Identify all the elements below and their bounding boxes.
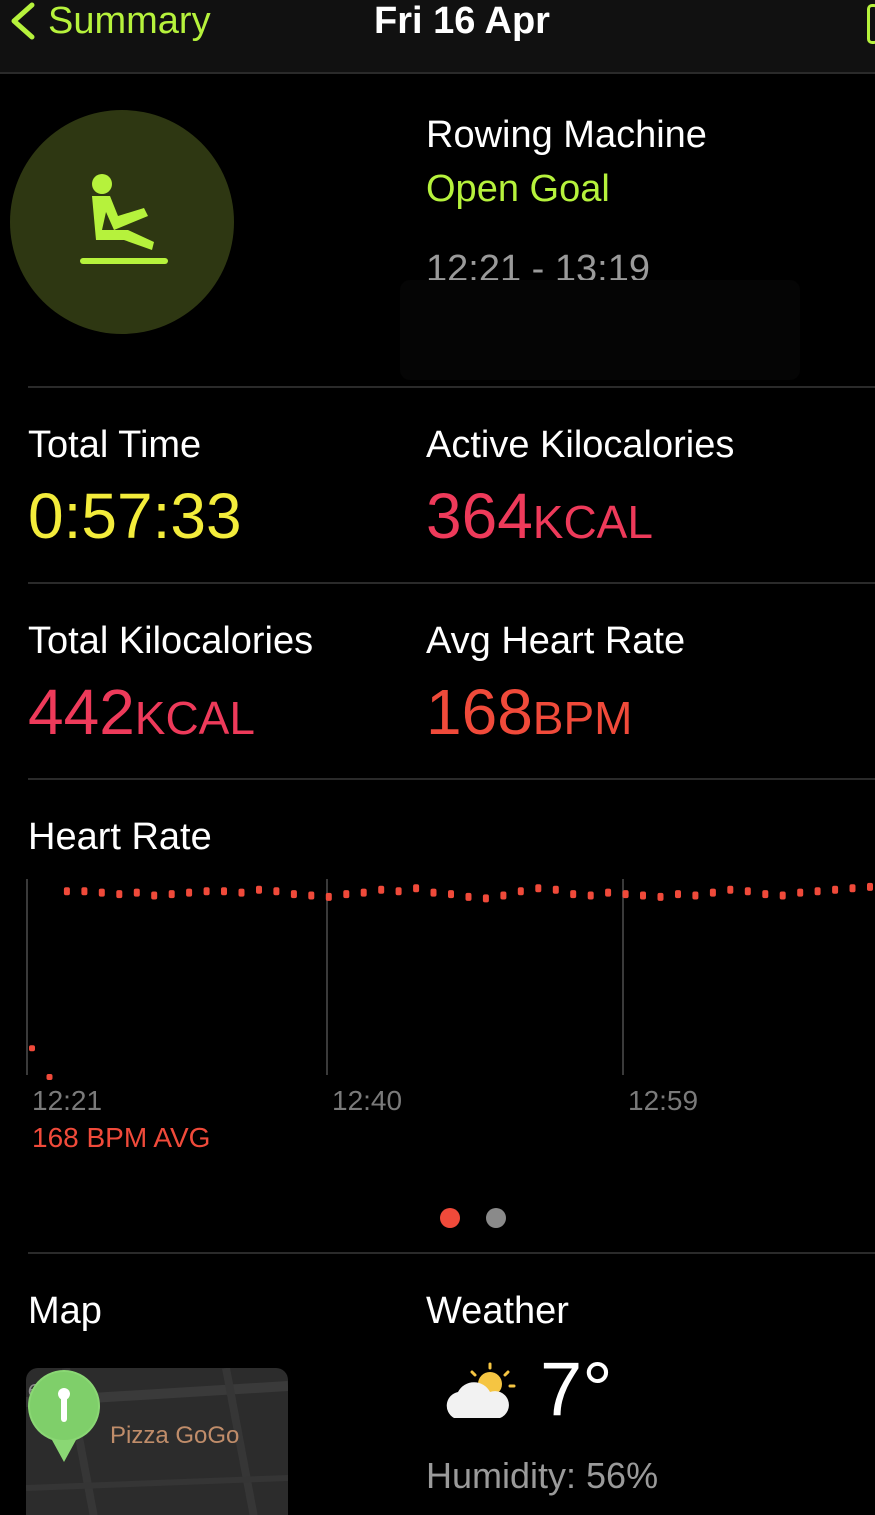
heart-rate-point <box>63 887 70 896</box>
page-indicator[interactable] <box>440 1208 506 1228</box>
heart-rate-point <box>325 892 332 901</box>
heart-rate-point <box>797 888 804 897</box>
back-button-label: Summary <box>48 0 211 42</box>
heart-rate-points <box>29 882 873 1080</box>
heart-rate-point <box>867 882 873 891</box>
divider <box>28 582 875 584</box>
heart-rate-point <box>517 887 524 896</box>
heart-rate-point <box>675 890 681 899</box>
avg-hr-value: 168 <box>426 676 533 748</box>
heart-rate-point <box>256 885 262 894</box>
heart-rate-point <box>430 888 437 897</box>
heart-rate-point <box>587 891 594 900</box>
heart-rate-point <box>640 891 646 900</box>
workout-type-badge <box>10 110 234 334</box>
heart-rate-point <box>290 890 297 899</box>
heart-rate-point <box>395 887 402 896</box>
total-kcal-value: 442 <box>28 676 135 748</box>
weather-title: Weather <box>426 1290 569 1332</box>
heart-rate-point <box>29 1045 35 1052</box>
workout-name: Rowing Machine <box>426 114 707 156</box>
heart-rate-point <box>133 888 140 897</box>
heart-rate-point <box>814 887 821 896</box>
metric-label-avg-hr: Avg Heart Rate <box>426 620 686 662</box>
chart-tick-label: 12:21 <box>32 1085 103 1116</box>
metric-value-active-kcal: 364KCAL <box>426 484 653 548</box>
heart-rate-point <box>221 887 227 896</box>
metric-label-total-kcal: Total Kilocalories <box>28 620 314 662</box>
weather-temperature: 7° <box>540 1347 613 1432</box>
avg-hr-unit: BPM <box>532 692 633 744</box>
heart-rate-point <box>727 885 734 894</box>
active-kcal-value: 364 <box>426 480 533 552</box>
active-kcal-unit: KCAL <box>532 496 653 548</box>
heart-rate-point <box>779 891 786 900</box>
heart-rate-point <box>116 890 123 899</box>
heart-rate-point <box>151 891 158 900</box>
heart-rate-point <box>343 890 350 899</box>
heart-rate-point <box>709 888 716 897</box>
heart-rate-point <box>203 887 210 896</box>
back-button[interactable]: Summary <box>6 0 211 46</box>
heart-rate-point <box>832 885 839 894</box>
heart-rate-point <box>570 890 577 899</box>
heart-rate-point <box>98 888 105 897</box>
redacted-area <box>400 280 800 380</box>
page-dot-active[interactable] <box>440 1208 460 1228</box>
heart-rate-point <box>622 890 629 899</box>
map-thumbnail[interactable]: e St Pizza GoGo <box>26 1368 288 1515</box>
heart-rate-point <box>465 892 472 901</box>
weather-humidity: Humidity: 56% <box>426 1455 659 1496</box>
heart-rate-title: Heart Rate <box>28 816 212 858</box>
divider <box>28 386 875 388</box>
partly-sunny-icon <box>446 1362 516 1418</box>
heart-rate-point <box>692 891 699 900</box>
heart-rate-chart[interactable] <box>20 865 875 1090</box>
page-dot[interactable] <box>486 1208 506 1228</box>
metric-value-avg-hr: 168BPM <box>426 680 632 744</box>
share-icon[interactable] <box>867 4 875 44</box>
metric-value-total-time: 0:57:33 <box>28 484 242 548</box>
divider <box>28 778 875 780</box>
chart-tick-label: 12:59 <box>628 1085 699 1116</box>
chevron-left-icon <box>11 2 35 40</box>
chart-tick-label: 12:40 <box>332 1085 403 1116</box>
map-pin-icon <box>28 1370 101 1462</box>
rowing-icon <box>80 174 168 264</box>
metric-label-total-time: Total Time <box>28 424 202 466</box>
heart-rate-point <box>360 888 367 897</box>
heart-rate-point <box>413 884 420 893</box>
metric-label-active-kcal: Active Kilocalories <box>426 424 735 466</box>
heart-rate-average: 168 BPM AVG <box>32 1122 211 1153</box>
heart-rate-point <box>168 890 175 899</box>
heart-rate-point <box>273 887 280 896</box>
heart-rate-point <box>535 884 542 893</box>
heart-rate-point <box>744 887 751 896</box>
heart-rate-point <box>308 891 315 900</box>
heart-rate-point <box>238 888 245 897</box>
heart-rate-point <box>500 891 507 900</box>
map-place-label: Pizza GoGo <box>110 1422 240 1449</box>
divider <box>28 1252 875 1254</box>
heart-rate-point <box>482 894 489 903</box>
heart-rate-point <box>762 890 769 899</box>
heart-rate-point <box>552 885 559 894</box>
heart-rate-point <box>186 888 193 897</box>
heart-rate-point <box>657 892 664 901</box>
heart-rate-point <box>378 885 385 894</box>
navigation-bar: Summary Fri 16 Apr <box>0 0 875 74</box>
workout-goal: Open Goal <box>426 168 610 210</box>
heart-rate-point <box>605 888 612 897</box>
total-time-value: 0:57:33 <box>28 480 242 552</box>
total-kcal-unit: KCAL <box>134 692 255 744</box>
map-title: Map <box>28 1290 102 1332</box>
metric-value-total-kcal: 442KCAL <box>28 680 255 744</box>
heart-rate-point <box>448 890 454 899</box>
nav-title: Fri 16 Apr <box>374 0 550 42</box>
heart-rate-point <box>849 884 856 893</box>
heart-rate-point <box>81 887 88 896</box>
heart-rate-point <box>46 1074 53 1080</box>
